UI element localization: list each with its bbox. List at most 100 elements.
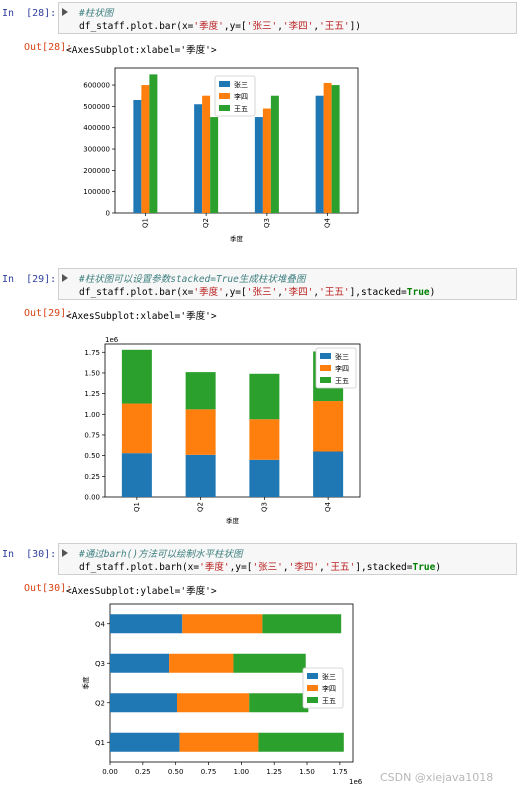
run-cell-icon[interactable] [61, 7, 69, 17]
legend-label: 李四 [322, 684, 336, 693]
y-tick-label: 1.75 [84, 349, 100, 357]
code-editor[interactable] [58, 268, 517, 300]
legend-label: 王五 [335, 377, 349, 385]
y-tick-label: 600000 [83, 82, 110, 90]
legend-swatch [307, 685, 318, 691]
bar [182, 614, 263, 634]
x-tick-label: 0.50 [168, 768, 184, 776]
y-tick-label: 400000 [83, 124, 110, 132]
bar [313, 451, 344, 497]
run-cell-icon[interactable] [61, 548, 69, 558]
code-text: , [313, 21, 320, 32]
legend-swatch [307, 697, 318, 703]
y-tick-label: 300000 [83, 146, 110, 154]
bar [110, 732, 180, 752]
y-tick-label: 100000 [83, 188, 110, 196]
code-text: df_staff.plot.barh(x= [79, 562, 200, 573]
x-tick-label: 1.75 [332, 768, 348, 776]
legend-label: 张三 [335, 352, 349, 361]
x-tick-label: Q1 [133, 502, 141, 512]
y-tick-label: Q2 [95, 699, 105, 707]
out-prompt: Out[29]: [24, 308, 73, 319]
bar [176, 693, 250, 713]
bar [313, 401, 344, 452]
code-string: '张三' [246, 21, 278, 32]
code-string: '王五' [324, 562, 356, 573]
legend-label: 王五 [322, 697, 336, 705]
y-tick-label: 500000 [83, 103, 110, 111]
code-string: '季度' [193, 21, 224, 32]
y-tick-label: 0.25 [84, 473, 100, 481]
bar [194, 104, 203, 213]
code-editor[interactable] [58, 2, 517, 34]
legend-label: 李四 [234, 92, 248, 101]
y-tick-label: 0.50 [84, 452, 100, 460]
out-prompt: Out[28]: [24, 42, 73, 53]
y-tick-label: Q4 [95, 620, 106, 628]
bar [249, 693, 309, 713]
bar [185, 409, 216, 455]
code-string: '季度' [199, 562, 230, 573]
bar [133, 99, 142, 213]
legend-label: 李四 [335, 364, 349, 373]
y-tick-label: 0 [106, 210, 110, 218]
x-tick-label: Q3 [260, 502, 268, 512]
watermark: CSDN @xiejava1018 [380, 771, 494, 784]
legend-swatch [219, 105, 230, 111]
x-tick-label: Q4 [324, 501, 332, 512]
y-tick-label: 0.00 [84, 494, 100, 502]
y-axis-label: 季度 [81, 676, 90, 690]
bar [323, 82, 332, 213]
output-text: <AxesSubplot:xlabel='季度'> [66, 45, 217, 56]
legend-label: 王五 [234, 105, 248, 113]
output-text: <AxesSubplot:ylabel='季度'> [66, 586, 217, 597]
code-text: ) [429, 287, 436, 298]
run-cell-icon[interactable] [61, 273, 69, 283]
in-prompt: In [29]: [2, 274, 57, 285]
code-text: df_staff.plot.bar(x= [79, 21, 194, 32]
bar [121, 453, 152, 497]
in-prompt: In [30]: [2, 549, 57, 560]
code-comment: #柱状图可以设置参数stacked=True生成柱状堆叠图 [79, 274, 306, 285]
in-prompt: In [28]: [2, 8, 57, 19]
bar-chart: 0 100000 200000 300000 400000 500000 600000 Q1 Q… [80, 62, 370, 242]
code-text: , [277, 21, 283, 32]
code-text: , [319, 562, 325, 573]
code-text: ,y=[ [223, 287, 247, 298]
y-tick-label: 1.50 [84, 369, 100, 377]
bar [233, 653, 306, 673]
out-prompt: Out[30]: [24, 583, 73, 594]
bar [210, 117, 219, 213]
offset-text: 1e6 [349, 778, 363, 784]
x-tick-label: Q4 [324, 217, 332, 228]
code-comment: #通过barh()方法可以绘制水平柱状图 [79, 549, 243, 560]
bar [249, 459, 280, 497]
bar [249, 373, 280, 420]
code-text: ]) [349, 21, 362, 32]
chart-svg: 1e6 0.00 0.25 0.50 0.75 1.00 1.25 1.50 1.75 Q1 Q2 Q… [84, 336, 361, 525]
legend-label: 张三 [322, 672, 336, 681]
bar [270, 95, 279, 213]
legend-label: 张三 [234, 80, 248, 89]
code-string: '张三' [252, 562, 283, 573]
bar [258, 732, 344, 752]
legend-swatch [320, 377, 331, 383]
y-tick-label: 1.00 [84, 411, 100, 419]
code-editor[interactable] [58, 543, 517, 575]
chart-svg: 0 100000 200000 300000 400000 500000 600000 Q1 Q… [83, 67, 359, 242]
legend-swatch [320, 365, 331, 371]
y-tick-label: 200000 [83, 167, 110, 175]
bar [315, 95, 324, 213]
code-keyword: True [406, 287, 430, 298]
legend-swatch [320, 353, 331, 359]
code-string: '王五' [319, 287, 350, 298]
x-tick-label: Q2 [197, 502, 205, 512]
y-tick-label: Q1 [95, 739, 105, 747]
bar [110, 614, 183, 634]
y-tick-label: 0.75 [84, 431, 100, 439]
x-tick-label: 1.50 [299, 768, 315, 776]
bar [262, 614, 342, 634]
legend-swatch [307, 673, 318, 679]
code-text: ],stacked= [355, 562, 413, 573]
